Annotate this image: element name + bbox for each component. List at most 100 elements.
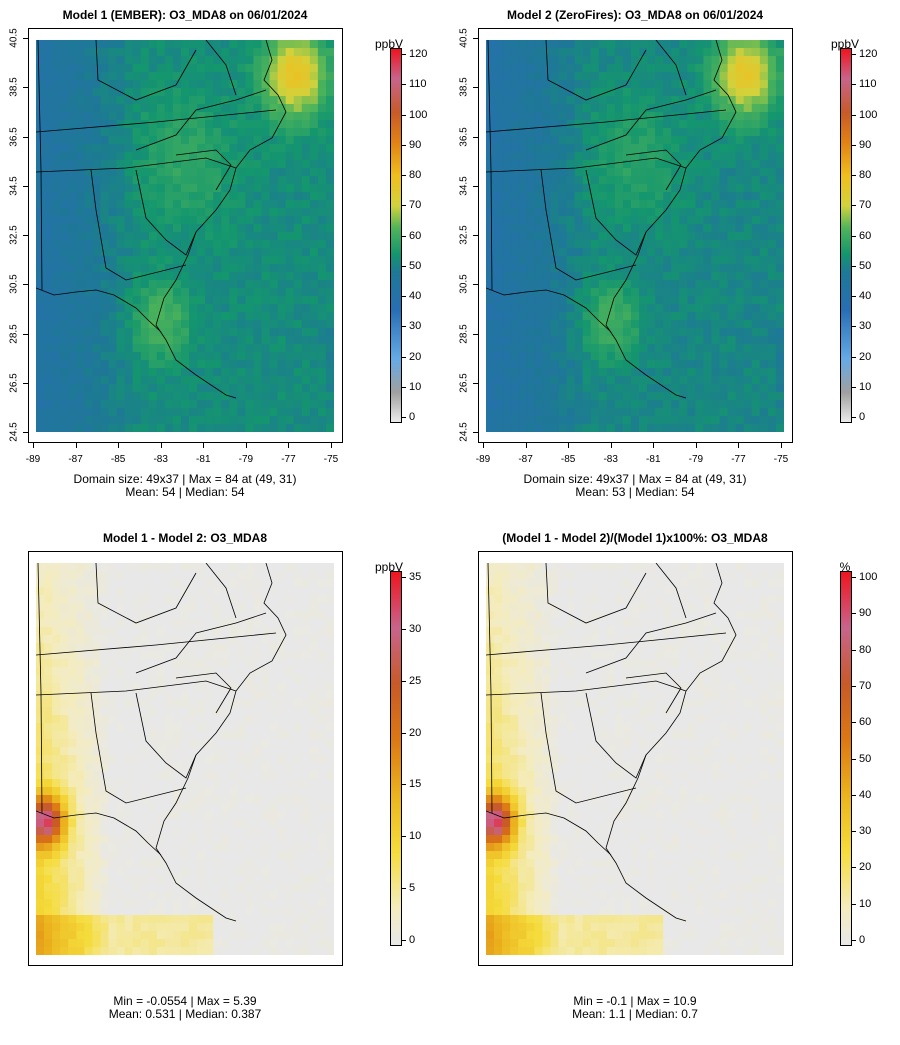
grid-cell [502, 56, 511, 65]
grid-cell [518, 312, 527, 321]
grid-cell [124, 168, 134, 177]
grid-cell [229, 659, 238, 668]
grid-cell [695, 192, 704, 201]
grid-cell [494, 48, 503, 57]
grid-cell [84, 296, 93, 305]
grid-cell [566, 120, 575, 129]
grid-cell [205, 619, 214, 628]
grid-cell [695, 392, 704, 401]
grid-cell [711, 360, 720, 369]
grid-cell [518, 264, 527, 273]
grid-cell [68, 152, 77, 161]
grid-cell [703, 200, 712, 209]
grid-cell [172, 248, 182, 257]
grid-cell [598, 280, 608, 289]
grid-cell [542, 168, 551, 177]
grid-cell [92, 619, 101, 628]
grid-cell [767, 144, 777, 153]
grid-cell [277, 635, 287, 644]
grid-cell [285, 344, 295, 353]
boundary-line [36, 109, 277, 133]
grid-cell [679, 104, 688, 113]
grid-cell [229, 216, 238, 225]
grid-cell [309, 176, 319, 185]
grid-cell [92, 216, 101, 225]
grid-cell [727, 376, 737, 385]
grid-cell [84, 224, 93, 233]
grid-cell [52, 384, 61, 393]
grid-cell [719, 88, 729, 97]
grid-cell [180, 224, 190, 233]
grid-cell [116, 579, 125, 588]
grid-cell [140, 739, 150, 748]
grid-cell [751, 232, 761, 241]
grid-cell [325, 779, 334, 788]
grid-cell [68, 635, 77, 644]
grid-cell [486, 416, 495, 425]
grid-cell [277, 288, 287, 297]
grid-cell [261, 723, 270, 732]
grid-cell [566, 256, 575, 265]
grid-cell [639, 168, 648, 177]
grid-cell [775, 72, 784, 81]
grid-cell [687, 96, 696, 105]
grid-cell [671, 344, 680, 353]
grid-cell [719, 192, 729, 201]
grid-cell [253, 64, 262, 73]
grid-cell [301, 587, 311, 596]
grid-cell [301, 304, 311, 313]
grid-cell [606, 288, 616, 297]
grid-cell [703, 328, 712, 337]
grid-cell [100, 723, 109, 732]
grid-cell [639, 216, 648, 225]
grid-cell [245, 747, 254, 756]
grid-cell [727, 336, 737, 345]
grid-cell [598, 256, 608, 265]
grid-cell [325, 368, 334, 377]
grid-cell [156, 216, 166, 225]
grid-cell [60, 819, 69, 828]
grid-cell [630, 128, 640, 137]
grid-cell [655, 80, 664, 89]
grid-cell [44, 667, 53, 676]
grid-cell [695, 160, 704, 169]
grid-cell [582, 288, 592, 297]
grid-cell [751, 200, 761, 209]
grid-cell [703, 352, 712, 361]
grid-cell [719, 416, 729, 425]
grid-cell [622, 56, 632, 65]
grid-cell [325, 256, 334, 265]
grid-cell [68, 803, 77, 812]
grid-cell [229, 595, 238, 604]
grid-cell [590, 224, 600, 233]
grid-cell [164, 819, 174, 828]
grid-cell [309, 344, 319, 353]
grid-cell [301, 376, 311, 385]
grid-cell [164, 424, 174, 432]
grid-cell [148, 603, 158, 612]
grid-cell [84, 152, 93, 161]
grid-cell [205, 360, 214, 369]
grid-cell [76, 160, 85, 169]
grid-cell [132, 691, 142, 700]
grid-cell [229, 152, 238, 161]
grid-cell [574, 240, 584, 249]
grid-cell [277, 587, 287, 596]
grid-cell [751, 184, 761, 193]
grid-cell [140, 376, 150, 385]
grid-cell [767, 304, 777, 313]
grid-cell [52, 288, 61, 297]
grid-cell [735, 368, 745, 377]
grid-cell [84, 304, 93, 313]
grid-cell [606, 272, 616, 281]
grid-cell [237, 152, 246, 161]
grid-cell [108, 659, 117, 668]
grid-cell [180, 611, 190, 620]
grid-cell [156, 240, 166, 249]
grid-cell [116, 296, 125, 305]
grid-cell [293, 152, 303, 161]
grid-cell [213, 651, 222, 660]
grid-cell [590, 104, 600, 113]
grid-cell [622, 288, 632, 297]
grid-cell [132, 64, 142, 73]
